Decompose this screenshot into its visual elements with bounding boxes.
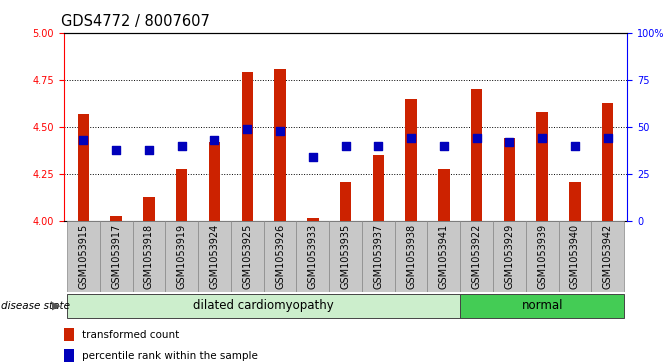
Bar [143, 197, 155, 221]
Bar [329, 221, 362, 292]
Bar [307, 218, 319, 221]
Bar [504, 138, 515, 221]
Point [471, 135, 482, 141]
Text: transformed count: transformed count [83, 330, 180, 340]
Text: GSM1053915: GSM1053915 [79, 224, 89, 289]
Point [439, 143, 450, 149]
Text: ▶: ▶ [52, 301, 60, 311]
Text: GSM1053929: GSM1053929 [505, 224, 515, 289]
Bar [372, 155, 384, 221]
Bar [602, 102, 613, 221]
Bar [64, 328, 74, 341]
Text: normal: normal [521, 299, 563, 312]
Text: dilated cardiomyopathy: dilated cardiomyopathy [193, 299, 334, 312]
Text: percentile rank within the sample: percentile rank within the sample [83, 351, 258, 361]
Bar [558, 221, 591, 292]
Point [603, 135, 613, 141]
Bar [297, 221, 329, 292]
Bar [340, 182, 352, 221]
Text: GDS4772 / 8007607: GDS4772 / 8007607 [61, 14, 210, 29]
Bar [471, 89, 482, 221]
Text: GSM1053918: GSM1053918 [144, 224, 154, 289]
Bar [569, 182, 580, 221]
Bar [67, 221, 100, 292]
Bar [460, 221, 493, 292]
Bar [536, 112, 548, 221]
Point [504, 139, 515, 145]
Text: GSM1053940: GSM1053940 [570, 224, 580, 289]
Point [144, 147, 154, 152]
Bar [67, 294, 460, 318]
Text: GSM1053925: GSM1053925 [242, 224, 252, 289]
Bar [427, 221, 460, 292]
Bar [438, 168, 450, 221]
Point [274, 128, 285, 134]
Bar [526, 221, 558, 292]
Text: GSM1053937: GSM1053937 [373, 224, 383, 289]
Bar [176, 168, 187, 221]
Text: GSM1053933: GSM1053933 [308, 224, 318, 289]
Text: GSM1053942: GSM1053942 [603, 224, 613, 289]
Bar [264, 221, 297, 292]
Point [78, 137, 89, 143]
Bar [395, 221, 427, 292]
Point [406, 135, 417, 141]
Point [242, 126, 252, 132]
Bar [165, 221, 198, 292]
Bar [100, 221, 133, 292]
Text: GSM1053919: GSM1053919 [176, 224, 187, 289]
Text: GSM1053935: GSM1053935 [341, 224, 350, 289]
Bar [231, 221, 264, 292]
Bar [405, 99, 417, 221]
Bar [493, 221, 526, 292]
Text: GSM1053924: GSM1053924 [209, 224, 219, 289]
Bar [591, 221, 624, 292]
Point [570, 143, 580, 149]
Bar [362, 221, 395, 292]
Text: GSM1053941: GSM1053941 [439, 224, 449, 289]
Point [209, 137, 220, 143]
Text: GSM1053939: GSM1053939 [537, 224, 547, 289]
Bar [64, 348, 74, 362]
Bar [111, 216, 122, 221]
Text: disease state: disease state [1, 301, 70, 311]
Point [176, 143, 187, 149]
Text: GSM1053938: GSM1053938 [406, 224, 416, 289]
Bar [242, 72, 253, 221]
Point [307, 154, 318, 160]
Point [373, 143, 384, 149]
Bar [133, 221, 165, 292]
Bar [209, 142, 220, 221]
Text: GSM1053926: GSM1053926 [275, 224, 285, 289]
Text: GSM1053917: GSM1053917 [111, 224, 121, 289]
Bar [460, 294, 624, 318]
Bar [198, 221, 231, 292]
Text: GSM1053922: GSM1053922 [472, 224, 482, 289]
Point [340, 143, 351, 149]
Point [537, 135, 548, 141]
Point [111, 147, 121, 152]
Bar [78, 114, 89, 221]
Bar [274, 69, 286, 221]
